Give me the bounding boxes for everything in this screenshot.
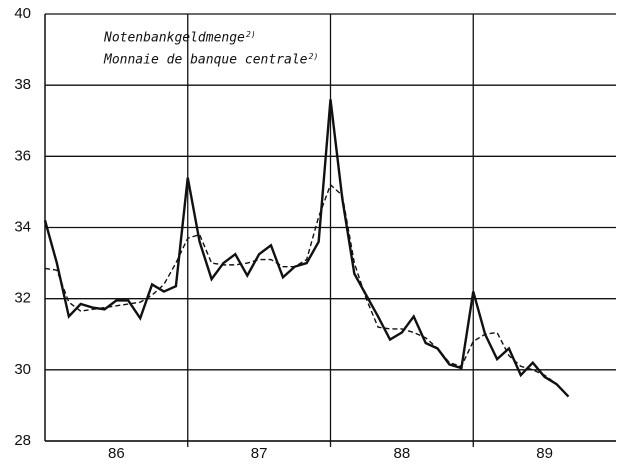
y-tick-label: 40	[14, 5, 31, 22]
series-line	[44, 183, 569, 398]
x-tick-label: 87	[251, 445, 268, 462]
y-tick-label: 36	[14, 147, 31, 164]
x-tick-label: 89	[536, 445, 553, 462]
legend-note: 2)	[246, 30, 256, 39]
series-line	[43, 99, 570, 398]
y-tick-label: 28	[14, 432, 31, 449]
x-tick-label: 88	[394, 445, 411, 462]
legend-note: 2)	[309, 52, 319, 61]
y-tick-label: 34	[14, 218, 31, 235]
legend-line: Notenbankgeldmenge	[103, 31, 245, 46]
y-tick-label: 32	[14, 290, 31, 307]
y-tick-label: 38	[14, 76, 31, 93]
y-tick-label: 30	[14, 361, 31, 378]
x-tick-label: 86	[108, 445, 125, 462]
legend-line: Monnaie de banque centrale	[103, 53, 308, 68]
